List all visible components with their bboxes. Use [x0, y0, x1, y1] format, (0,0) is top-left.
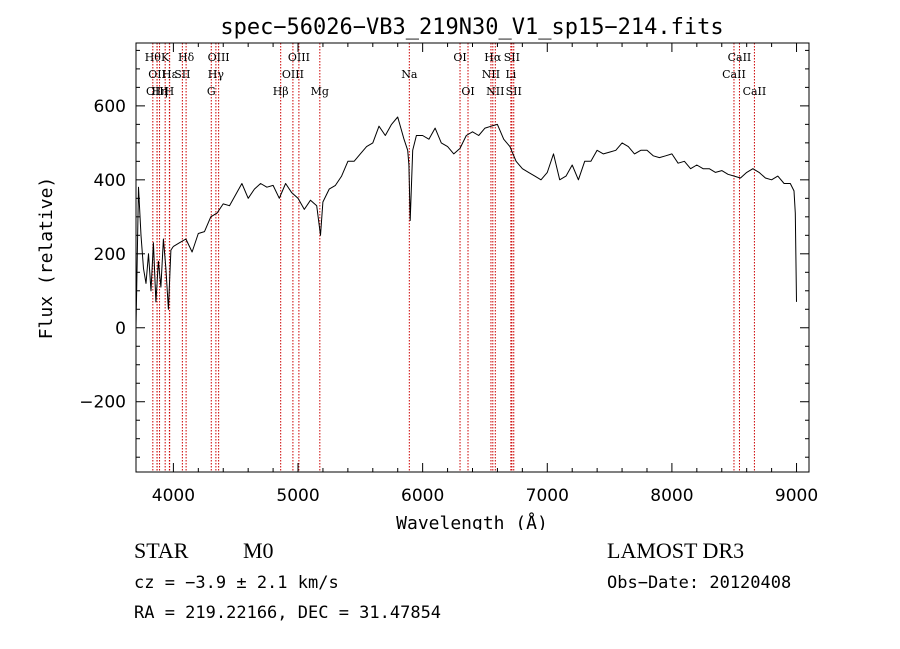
- x-tick-label: 4000: [152, 486, 195, 506]
- x-tick-label: 7000: [526, 486, 569, 506]
- line-label: SII: [504, 51, 520, 64]
- y-tick-label: 600: [94, 97, 126, 117]
- x-axis-label: Wavelength (Å): [396, 512, 548, 530]
- line-label: OIII: [282, 68, 304, 81]
- line-label: OI: [461, 85, 474, 98]
- y-tick-label: 400: [94, 171, 126, 191]
- chart-title: spec−56026−VB3_219N30_V1_sp15−214.fits: [220, 15, 723, 40]
- redshift-velocity: cz = −3.9 ± 2.1 km/s: [134, 573, 339, 593]
- spectrum-line: [135, 116, 797, 328]
- y-axis-ticks: −200 0 200 400 600: [79, 49, 809, 458]
- line-label: Hβ: [273, 85, 289, 98]
- x-tick-label: 6000: [401, 486, 444, 506]
- emission-line-markers: [152, 43, 755, 472]
- y-tick-label: −200: [79, 393, 126, 413]
- line-label: G: [207, 85, 216, 98]
- object-class: STAR: [134, 538, 189, 563]
- line-label: OIII: [288, 51, 310, 64]
- line-label: Mg: [311, 85, 329, 98]
- line-label: Li: [505, 68, 516, 81]
- line-label: OI: [453, 51, 466, 64]
- x-tick-label: 9000: [775, 486, 818, 506]
- line-label: Hα: [484, 51, 502, 64]
- line-label: CaII: [743, 85, 767, 98]
- observation-date: Obs−Date: 20120408: [607, 573, 792, 593]
- line-label: Hδ: [178, 51, 195, 64]
- line-label: SII: [506, 85, 522, 98]
- line-label: Na: [401, 68, 418, 81]
- line-label: Hγ: [208, 68, 225, 81]
- object-subclass: M0: [243, 538, 274, 563]
- line-label: NII: [482, 68, 500, 81]
- x-tick-label: 5000: [276, 486, 319, 506]
- line-label: OIII: [208, 51, 230, 64]
- line-label: Hη: [151, 85, 167, 98]
- coordinates: RA = 219.22166, DEC = 31.47854: [134, 603, 442, 623]
- x-axis-ticks: 4000 5000 6000 7000 8000 9000: [152, 43, 818, 506]
- x-tick-label: 8000: [650, 486, 693, 506]
- line-label: SII: [174, 68, 190, 81]
- line-label: CaII: [728, 51, 752, 64]
- line-label: OII: [148, 68, 166, 81]
- y-axis-label: Flux (relative): [36, 177, 57, 340]
- line-label: H: [165, 85, 175, 98]
- plot-frame: [135, 42, 810, 473]
- survey-name: LAMOST DR3: [607, 538, 745, 563]
- emission-line-labels: HθOIIOIIIHηKHHεSIIHδGHγOIIIHβOIIIOIIIMgN…: [145, 51, 767, 98]
- spectrum-chart: spec−56026−VB3_219N30_V1_sp15−214.fits H…: [36, 15, 818, 530]
- line-label: NII: [486, 85, 504, 98]
- line-label: Hε: [162, 68, 178, 81]
- line-label: Hθ: [145, 51, 162, 64]
- y-tick-label: 200: [94, 245, 126, 265]
- line-label: K: [161, 51, 170, 64]
- y-tick-label: 0: [115, 319, 126, 339]
- line-label: OIII: [146, 85, 168, 98]
- line-label: CaII: [722, 68, 746, 81]
